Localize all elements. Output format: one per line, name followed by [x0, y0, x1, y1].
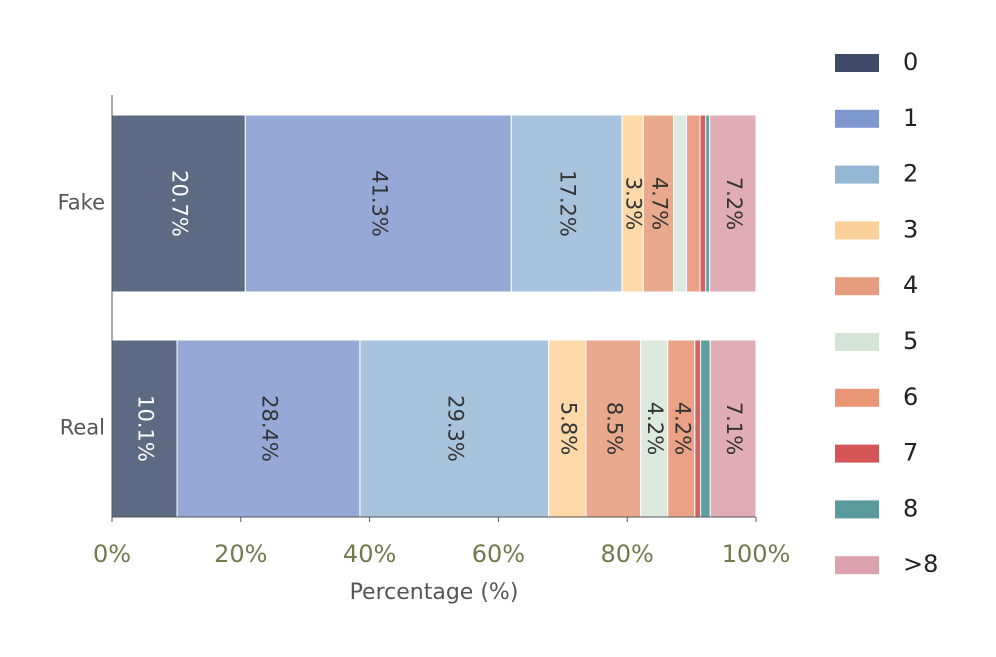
legend-swatch: [835, 333, 879, 351]
data-label: 4.2%: [643, 402, 667, 455]
bar-segment: [548, 339, 587, 518]
bar-segment: [699, 114, 707, 293]
data-label: 10.1%: [134, 395, 158, 462]
bar-segment: [694, 339, 702, 518]
x-tick-label: 60%: [472, 540, 525, 568]
data-label: 41.3%: [367, 170, 391, 237]
data-label: 4.7%: [647, 177, 671, 230]
x-tick-label: 80%: [601, 540, 654, 568]
legend-swatch: [835, 109, 879, 128]
bar-segment: [673, 114, 687, 293]
bar-segment: [700, 339, 711, 518]
legend-label: 5: [903, 327, 918, 355]
data-label: 5.8%: [556, 402, 580, 455]
legend-swatch: [835, 165, 879, 184]
legend-label: 3: [903, 215, 918, 243]
bar-segment: [244, 114, 512, 293]
legend-label: 0: [903, 48, 918, 76]
legend-swatch: [835, 277, 879, 296]
data-label: 8.5%: [602, 402, 626, 455]
bar-segment: [709, 339, 757, 518]
bar-segment: [111, 114, 246, 293]
x-tick-label: 20%: [214, 540, 267, 568]
legend-label: >8: [903, 550, 938, 578]
legend-label: 4: [903, 271, 918, 299]
bar-segment: [510, 114, 623, 293]
bar-segment: [709, 114, 757, 293]
x-tick-label: 40%: [343, 540, 396, 568]
legend-label: 6: [903, 383, 918, 411]
data-label: 3.3%: [622, 177, 646, 230]
data-label: 28.4%: [257, 395, 281, 462]
x-tick-label: 0%: [93, 540, 131, 568]
legend-swatch: [835, 444, 879, 463]
data-label: 20.7%: [168, 170, 192, 237]
legend-swatch: [835, 54, 879, 72]
legend-swatch: [835, 221, 879, 240]
x-axis-label: Percentage (%): [350, 580, 519, 605]
legend-label: 8: [903, 494, 918, 522]
x-tick-label: 100%: [722, 540, 791, 568]
legend-label: 2: [903, 160, 918, 188]
y-tick-label: Fake: [58, 191, 105, 215]
bar-segment: [585, 339, 642, 518]
bar-segment: [667, 339, 696, 518]
data-label: 17.2%: [556, 170, 580, 237]
legend-swatch: [835, 556, 879, 575]
data-label: 29.3%: [443, 395, 467, 462]
legend-label: 1: [903, 104, 918, 132]
data-label: 7.2%: [722, 177, 746, 230]
data-label: 4.2%: [670, 402, 694, 455]
y-tick-label: Real: [60, 416, 105, 440]
legend-swatch: [835, 388, 879, 407]
bar-segment: [705, 114, 711, 293]
legend-label: 7: [903, 439, 918, 467]
legend-swatch: [835, 500, 879, 519]
bar-segment: [359, 339, 550, 518]
bar-segment: [176, 339, 361, 518]
data-label: 7.1%: [722, 402, 746, 455]
bar-segment: [642, 114, 675, 293]
bar-segment: [685, 114, 701, 293]
